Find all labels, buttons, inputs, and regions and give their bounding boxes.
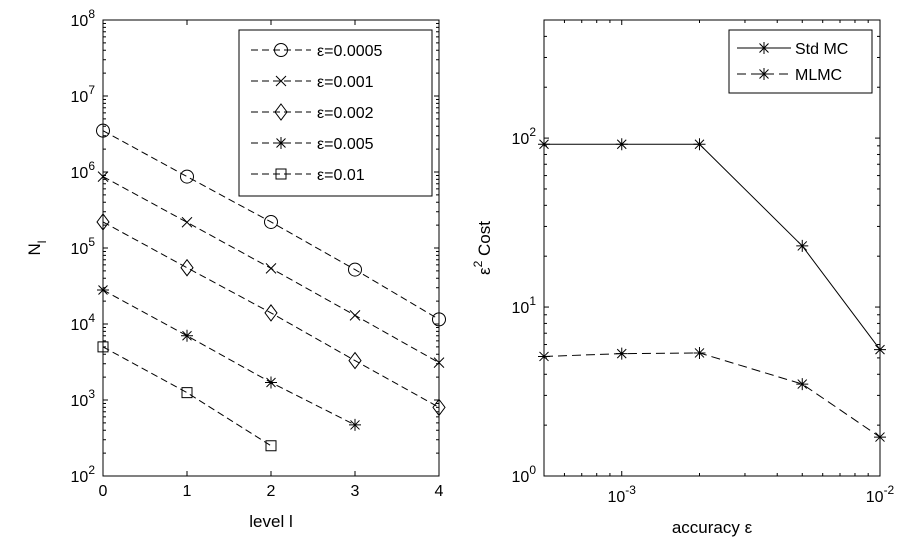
- right-data-point: [796, 378, 809, 391]
- left-data-point: [181, 329, 193, 342]
- left-legend-box: [238, 29, 433, 197]
- left-series-line: [102, 221, 440, 408]
- right-x-tick-label: 10-3: [608, 483, 637, 506]
- left-legend-marker: [275, 137, 287, 149]
- left-data-point: [180, 258, 194, 277]
- left-data-point: [348, 351, 362, 370]
- left-x-tick-label: 3: [351, 483, 360, 500]
- right-legend-marker: [758, 42, 770, 54]
- left-legend-marker: [275, 75, 287, 87]
- left-data-point: [432, 312, 446, 327]
- left-legend-label: ε=0.001: [317, 74, 374, 91]
- left-y-tick-label: 103: [71, 387, 96, 410]
- right-ticks: 10-3 10-2 100 101 102: [512, 19, 895, 506]
- left-ticks: 0 1 2 3 4 102 103 104 105 106 107 108: [71, 7, 444, 500]
- left-series-line: [102, 130, 440, 320]
- right-data-point: [615, 347, 628, 360]
- svg-text:ε2 Cost: ε2 Cost: [471, 221, 494, 275]
- right-legend: Std MC MLMC: [728, 29, 873, 94]
- left-data-point: [96, 213, 110, 231]
- right-data-point: [874, 343, 886, 356]
- right-data-point: [693, 346, 706, 359]
- left-y-tick-label: 104: [71, 311, 96, 334]
- left-x-tick-label: 2: [267, 483, 276, 500]
- left-y-tick-label: 107: [71, 83, 96, 106]
- right-x-axis-label: accuracy ε: [672, 518, 753, 537]
- left-legend: ε=0.0005 ε=0.001 ε=0.002 ε=0.005 ε=0.01: [238, 29, 433, 197]
- svg-text:Nl: Nl: [25, 241, 49, 256]
- right-series: [538, 138, 886, 444]
- right-data-point: [538, 350, 550, 363]
- right-legend-label: MLMC: [795, 67, 842, 84]
- left-y-tick-label: 106: [71, 159, 96, 182]
- left-series: [96, 123, 446, 452]
- left-x-tick-label: 0: [99, 483, 108, 500]
- right-data-point: [796, 239, 809, 252]
- left-data-point: [265, 262, 277, 274]
- right-x-tick-label: 10-2: [866, 483, 895, 506]
- left-data-point: [264, 304, 278, 322]
- left-data-point: [181, 387, 193, 399]
- left-y-axis-label: Nl: [25, 241, 49, 256]
- left-data-point: [96, 123, 110, 138]
- left-data-point: [265, 376, 277, 389]
- left-data-point: [97, 171, 109, 182]
- right-data-point: [693, 138, 706, 151]
- left-data-point: [97, 284, 109, 297]
- left-legend-marker: [274, 103, 288, 121]
- left-x-axis-label: level l: [249, 512, 292, 531]
- left-data-point: [181, 216, 193, 228]
- left-data-point: [432, 398, 446, 417]
- right-legend-box: [728, 29, 873, 94]
- plot-area-right: [543, 19, 881, 477]
- left-y-tick-label: 108: [71, 7, 96, 30]
- right-y-tick-label: 100: [512, 463, 537, 486]
- right-legend-label: Std MC: [795, 41, 848, 58]
- left-legend-label: ε=0.005: [317, 136, 374, 153]
- left-data-point: [265, 440, 277, 452]
- left-legend-label: ε=0.002: [317, 105, 374, 122]
- right-y-tick-label: 101: [512, 294, 537, 317]
- right-data-point: [874, 431, 886, 444]
- right-legend-marker: [758, 68, 770, 80]
- left-data-point: [180, 169, 194, 184]
- left-x-tick-label: 1: [183, 483, 192, 500]
- left-y-tick-label: 105: [71, 235, 96, 258]
- right-data-point: [615, 138, 628, 151]
- right-data-point: [538, 138, 550, 151]
- left-legend-label: ε=0.0005: [317, 43, 383, 60]
- left-data-point: [97, 341, 109, 353]
- left-data-point: [433, 357, 445, 369]
- left-y-tick-label: 102: [71, 463, 96, 486]
- left-legend-marker: [275, 168, 287, 180]
- right-y-tick-label: 102: [512, 125, 537, 148]
- left-data-point: [349, 418, 361, 431]
- left-x-tick-label: 4: [435, 483, 444, 500]
- left-data-point: [264, 214, 278, 229]
- left-legend-label: ε=0.01: [317, 167, 365, 184]
- right-y-axis-label: ε2 Cost: [471, 221, 494, 275]
- left-data-point: [349, 309, 361, 321]
- left-series-line: [102, 289, 356, 426]
- left-data-point: [348, 262, 362, 277]
- left-legend-marker: [274, 43, 288, 57]
